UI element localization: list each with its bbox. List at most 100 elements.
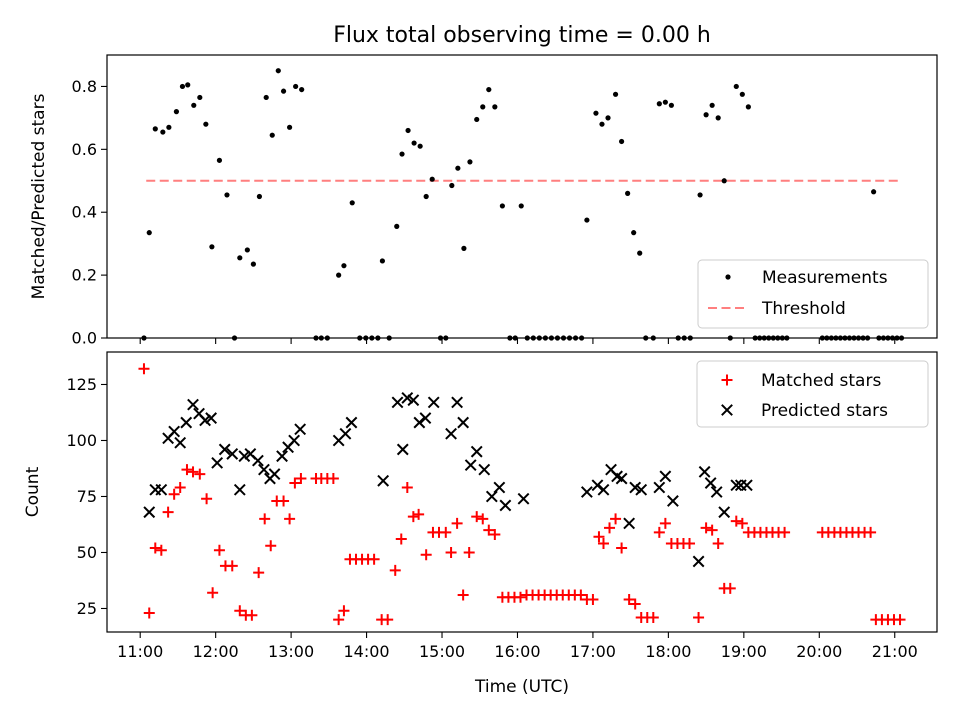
top-legend-box [697,259,929,329]
bottom-plot-frame [106,351,938,633]
data-point [599,121,605,127]
data-point [470,445,483,458]
data-point [653,481,666,494]
chart-title: Flux total observing time = 0.00 h [333,23,711,48]
data-point [440,526,452,538]
data-point [706,524,718,536]
legend-marker-matched-stars [721,374,733,386]
data-point [623,517,636,530]
data-point [587,594,599,606]
x-tick-label: 18:00 [645,642,691,661]
bottom-y-axis-label: Count [23,466,43,517]
y-tick-label: 50 [77,543,97,562]
data-point [218,443,231,456]
data-point [584,217,590,223]
data-point [480,104,486,110]
data-point [700,522,712,534]
x-tick-label: 20:00 [796,642,842,661]
data-point [865,526,877,538]
data-point [514,591,526,603]
data-point [631,230,637,236]
x-tick-label: 11:00 [117,642,163,661]
data-point [499,203,505,209]
y-tick-label: 75 [77,487,97,506]
data-point [155,483,168,496]
data-point [284,513,296,525]
data-point [637,250,643,256]
data-point [276,450,288,463]
data-point [413,416,426,429]
x-tick-label: 21:00 [872,642,918,661]
data-point [477,513,489,525]
data-point [209,244,215,250]
data-point [697,192,703,198]
data-point [299,86,305,93]
data-point [146,230,152,236]
legend-label-matched-stars: Matched stars [761,371,881,391]
data-point [152,126,158,132]
data-point [659,470,672,483]
data-point [382,614,394,626]
data-point [280,88,287,94]
data-point [396,443,409,456]
data-point [294,423,307,436]
data-point [704,477,717,489]
data-point [394,223,400,229]
data-point [724,582,736,594]
data-point [333,614,345,626]
data-point [246,609,258,621]
data-point [288,434,301,447]
x-tick-label: 13:00 [268,642,314,661]
data-point [894,614,906,626]
data-point [457,589,469,601]
data-point [258,463,270,476]
data-point [730,479,743,492]
data-point [417,143,423,149]
data-point [712,538,724,550]
data-point [205,412,218,424]
data-point [739,91,745,97]
data-point [616,542,628,554]
data-point [718,506,731,519]
data-point [467,159,473,165]
data-point [180,416,193,429]
data-point [287,124,293,130]
data-point [698,465,711,478]
data-point [580,486,593,498]
data-point [423,193,429,200]
data-point [693,611,705,623]
data-point [871,189,877,195]
y-tick-label: 25 [77,599,97,618]
data-point [684,538,696,550]
data-point [278,495,290,507]
data-point [597,538,609,550]
legend-label-predicted-stars: Predicted stars [761,401,888,421]
data-point [197,94,203,101]
bottom-panel: Count Time (UTC) 25 50 75 100 125 11:00 12:00… [23,351,938,697]
data-point [149,542,161,554]
top-legend: Measurements Threshold [697,259,929,329]
top-y-axis-label: Matched/Predicted stars [29,93,49,299]
data-point [715,115,721,121]
data-point [395,533,407,545]
data-point [289,477,301,489]
series-predicted-stars [143,392,753,568]
data-point [615,472,628,485]
data-point [474,116,480,123]
data-point [341,263,347,269]
y-tick-label: 0.8 [72,77,97,96]
y-tick-label: 0.4 [72,203,97,222]
data-point [575,589,587,601]
data-point [379,258,386,264]
y-tick-label: 0.0 [72,329,97,348]
data-point [407,394,420,407]
legend-label-threshold: Threshold [761,299,846,319]
data-point [593,531,605,543]
legend-marker [725,274,731,280]
data-point [166,124,172,130]
y-tick-label: 125 [66,375,97,394]
top-y-ticks: 0.0 0.2 0.4 0.6 0.8 [72,77,107,348]
data-point [213,544,225,556]
data-point [745,104,751,110]
